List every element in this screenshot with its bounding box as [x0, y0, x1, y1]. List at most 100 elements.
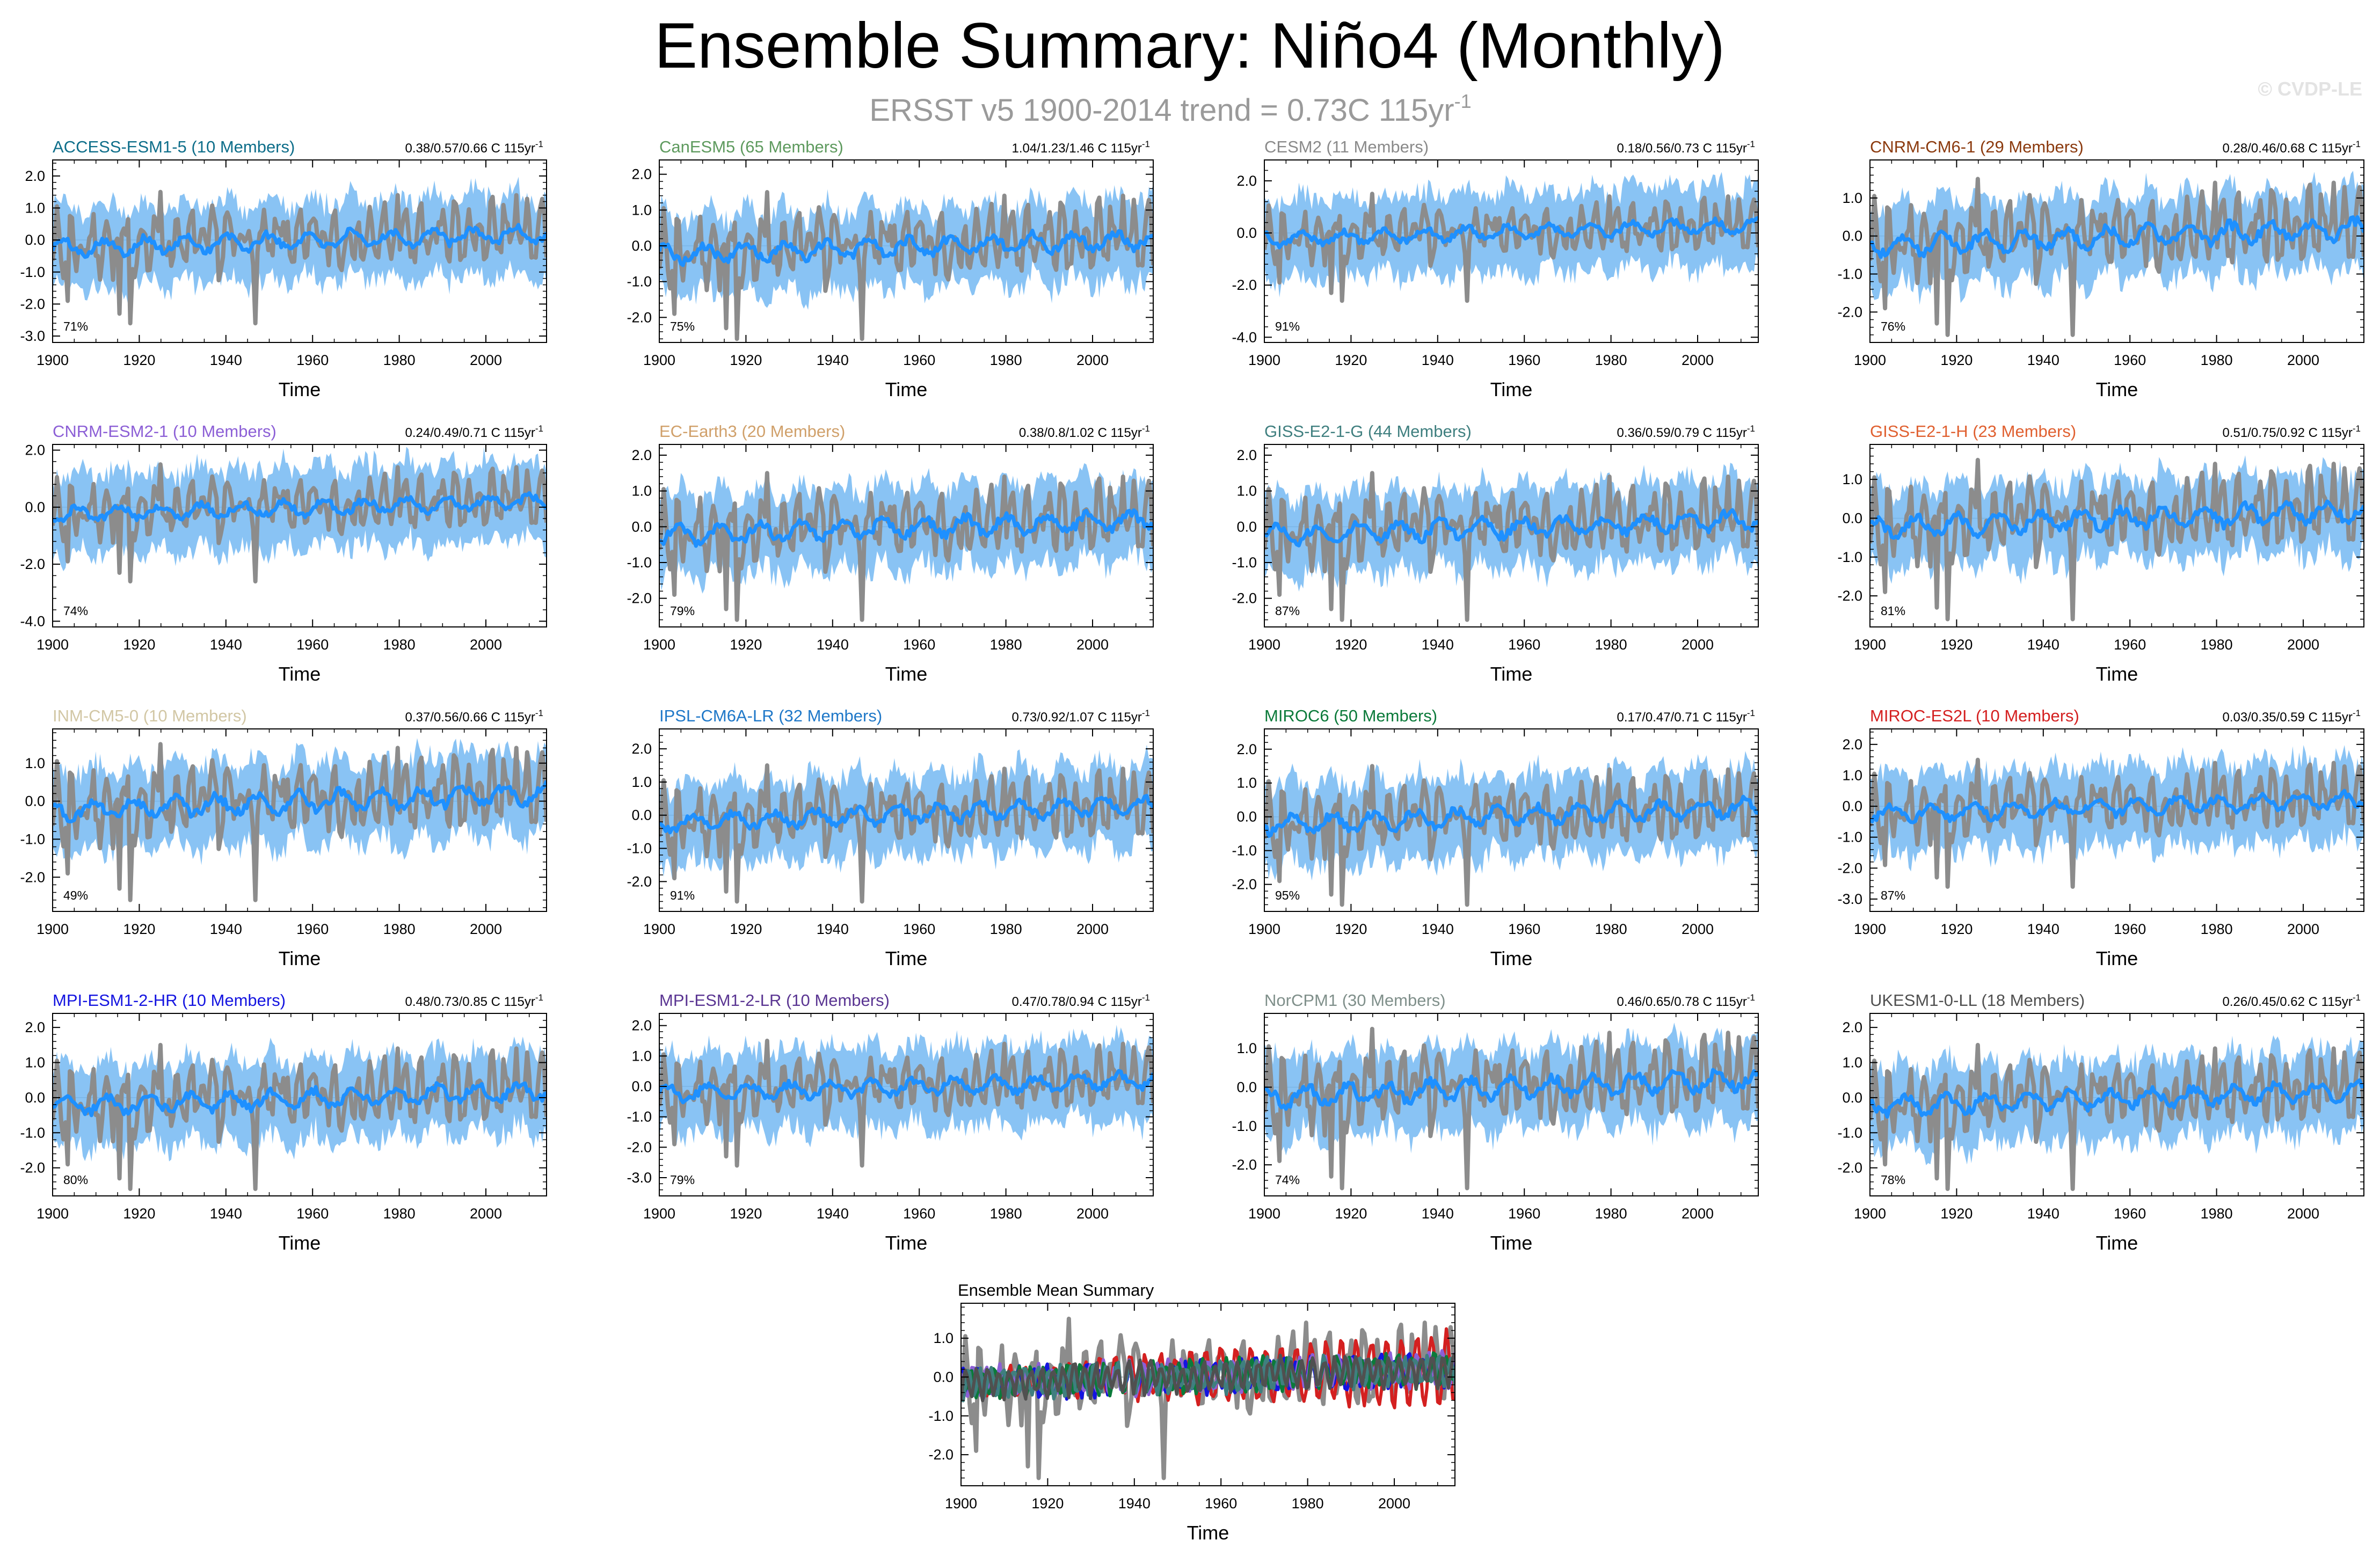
x-tick-label: 1920: [123, 637, 155, 653]
plot-frame: [1869, 444, 2364, 627]
pattern-correlation-percent: 49%: [63, 888, 88, 902]
x-tick-label: 1980: [1292, 1495, 1324, 1512]
y-tick-label: -1.0: [1232, 554, 1257, 571]
x-tick-label: 1980: [990, 352, 1022, 368]
panel-title: IPSL-CM6A-LR (32 Members): [659, 706, 882, 725]
y-tick-label: 2.0: [1236, 447, 1257, 463]
pattern-correlation-percent: 81%: [1881, 604, 1905, 618]
ensemble-mean-line: [1870, 1078, 2364, 1119]
x-tick-label: 1900: [945, 1495, 977, 1512]
x-tick-label: 1920: [1335, 352, 1367, 368]
x-tick-label: 1920: [1335, 637, 1367, 653]
pattern-correlation-percent: 71%: [63, 319, 88, 333]
x-tick-label: 1960: [1508, 921, 1540, 937]
chart-panel: 1900 1920 1940 1960 1980 2000 1.0 0.0 -1.0 -2.0 Ti…: [1837, 137, 2364, 400]
y-tick-label: 1.0: [1842, 471, 1862, 487]
trend-stats: 0.73/0.92/1.07 C 115yr-1: [1011, 708, 1150, 725]
ensemble-mean-line: [1264, 216, 1758, 250]
x-tick-label: 2000: [1682, 1206, 1714, 1222]
figure-title: Ensemble Summary: Niño4 (Monthly): [654, 10, 1725, 82]
x-tick-label: 1900: [643, 637, 675, 653]
plot-area: [1870, 1035, 2364, 1191]
pattern-correlation-percent: 80%: [63, 1173, 88, 1187]
x-axis-title: Time: [1187, 1522, 1229, 1544]
x-tick-label: 1980: [383, 1206, 416, 1222]
x-axis-title: Time: [885, 947, 928, 969]
x-tick-label: 1960: [903, 352, 935, 368]
trend-stats-exponent: -1: [1142, 424, 1150, 434]
panel-title: Ensemble Mean Summary: [958, 1281, 1154, 1300]
x-tick-label: 1980: [383, 921, 416, 937]
x-tick-label: 1980: [2201, 921, 2233, 937]
y-tick-label: -4.0: [1232, 329, 1257, 345]
x-axis-title: Time: [1490, 1232, 1533, 1254]
chart-panel: 1900 1920 1940 1960 1980 2000 2.0 0.0 -2.0 -4.0 Ti…: [1232, 137, 1759, 400]
plot-area: [1264, 1023, 1758, 1191]
x-tick-label: 1960: [903, 1206, 935, 1222]
observed-series-line: [1870, 757, 2364, 889]
y-tick-label: -1.0: [20, 264, 45, 280]
observed-series-line: [1264, 1026, 1758, 1191]
trend-stats: 0.36/0.59/0.79 C 115yr-1: [1617, 424, 1755, 440]
plot-area: [1264, 172, 1758, 303]
y-tick-label: 1.0: [631, 483, 652, 499]
x-tick-label: 1940: [1422, 352, 1454, 368]
plot-area: [659, 744, 1153, 904]
plot-frame: [1264, 728, 1759, 912]
x-tick-label: 1960: [2114, 1206, 2146, 1222]
x-axis-title: Time: [2096, 378, 2138, 400]
ensemble-mean-line: [659, 1069, 1153, 1105]
panel-title: ACCESS-ESM1-5 (10 Members): [53, 137, 295, 156]
trend-stats-value: 0.46/0.65/0.78 C 115yr: [1617, 995, 1746, 1009]
x-tick-label: 1920: [1335, 921, 1367, 937]
x-tick-label: 1920: [730, 1206, 762, 1222]
trend-stats: 0.24/0.49/0.71 C 115yr-1: [405, 424, 543, 440]
ensemble-mean-series-line: [961, 1353, 1455, 1403]
y-tick-label: 1.0: [631, 774, 652, 790]
x-tick-label: 1900: [1854, 1206, 1886, 1222]
y-tick-label: 0.0: [25, 232, 45, 248]
y-tick-label: 0.0: [1842, 798, 1862, 814]
trend-stats-exponent: -1: [1142, 992, 1150, 1003]
observed-series-line: [1870, 1042, 2364, 1191]
y-tick-label: -4.0: [20, 613, 45, 629]
x-tick-label: 2000: [1076, 637, 1109, 653]
panel-title: GISS-E2-1-G (44 Members): [1264, 422, 1472, 441]
panel-title: CanESM5 (65 Members): [659, 137, 843, 156]
y-tick-label: -1.0: [1837, 829, 1862, 845]
trend-stats-value: 0.18/0.56/0.73 C 115yr: [1617, 141, 1746, 156]
x-tick-label: 2000: [1076, 1206, 1109, 1222]
plot-frame: [1264, 159, 1759, 343]
x-tick-label: 1980: [383, 352, 416, 368]
plot-frame: [1264, 444, 1759, 627]
chart-panel: 1900 1920 1940 1960 1980 2000 2.0 1.0 0.0 -1.0 -2.…: [1837, 991, 2364, 1254]
ensemble-mean-line: [659, 508, 1153, 548]
y-tick-label: -2.0: [20, 296, 45, 312]
panels-container: 1900 1920 1940 1960 1980 2000 2.0 1.0 0.0 -1.0 -2.…: [20, 137, 2364, 1544]
x-tick-label: 1920: [123, 1206, 155, 1222]
x-tick-label: 1940: [817, 352, 849, 368]
plot-area: [53, 447, 547, 583]
trend-stats-value: 1.04/1.23/1.46 C 115yr: [1011, 141, 1141, 156]
trend-stats-exponent: -1: [1142, 708, 1150, 718]
plot-area: [53, 738, 547, 902]
x-tick-label: 2000: [2287, 921, 2319, 937]
x-tick-label: 2000: [470, 1206, 502, 1222]
y-tick-label: 0.0: [1842, 228, 1862, 244]
x-tick-label: 1980: [1595, 352, 1627, 368]
plot-area: [1264, 751, 1758, 907]
y-tick-label: 2.0: [1842, 736, 1862, 753]
x-tick-label: 1900: [1854, 352, 1886, 368]
y-tick-label: 2.0: [631, 166, 652, 182]
x-tick-label: 1980: [990, 921, 1022, 937]
trend-stats-exponent: -1: [1747, 708, 1755, 718]
x-tick-label: 1940: [817, 921, 849, 937]
plot-area: [1264, 463, 1758, 622]
trend-stats: 0.48/0.73/0.85 C 115yr-1: [405, 992, 543, 1009]
chart-panel: 1900 1920 1940 1960 1980 2000 2.0 1.0 0.0 -1.0 -2.…: [20, 991, 547, 1254]
y-tick-label: -2.0: [627, 873, 652, 889]
plot-area: [1870, 171, 2364, 337]
trend-stats-exponent: -1: [1747, 424, 1755, 434]
y-tick-label: 2.0: [1236, 173, 1257, 189]
x-tick-label: 1920: [123, 921, 155, 937]
